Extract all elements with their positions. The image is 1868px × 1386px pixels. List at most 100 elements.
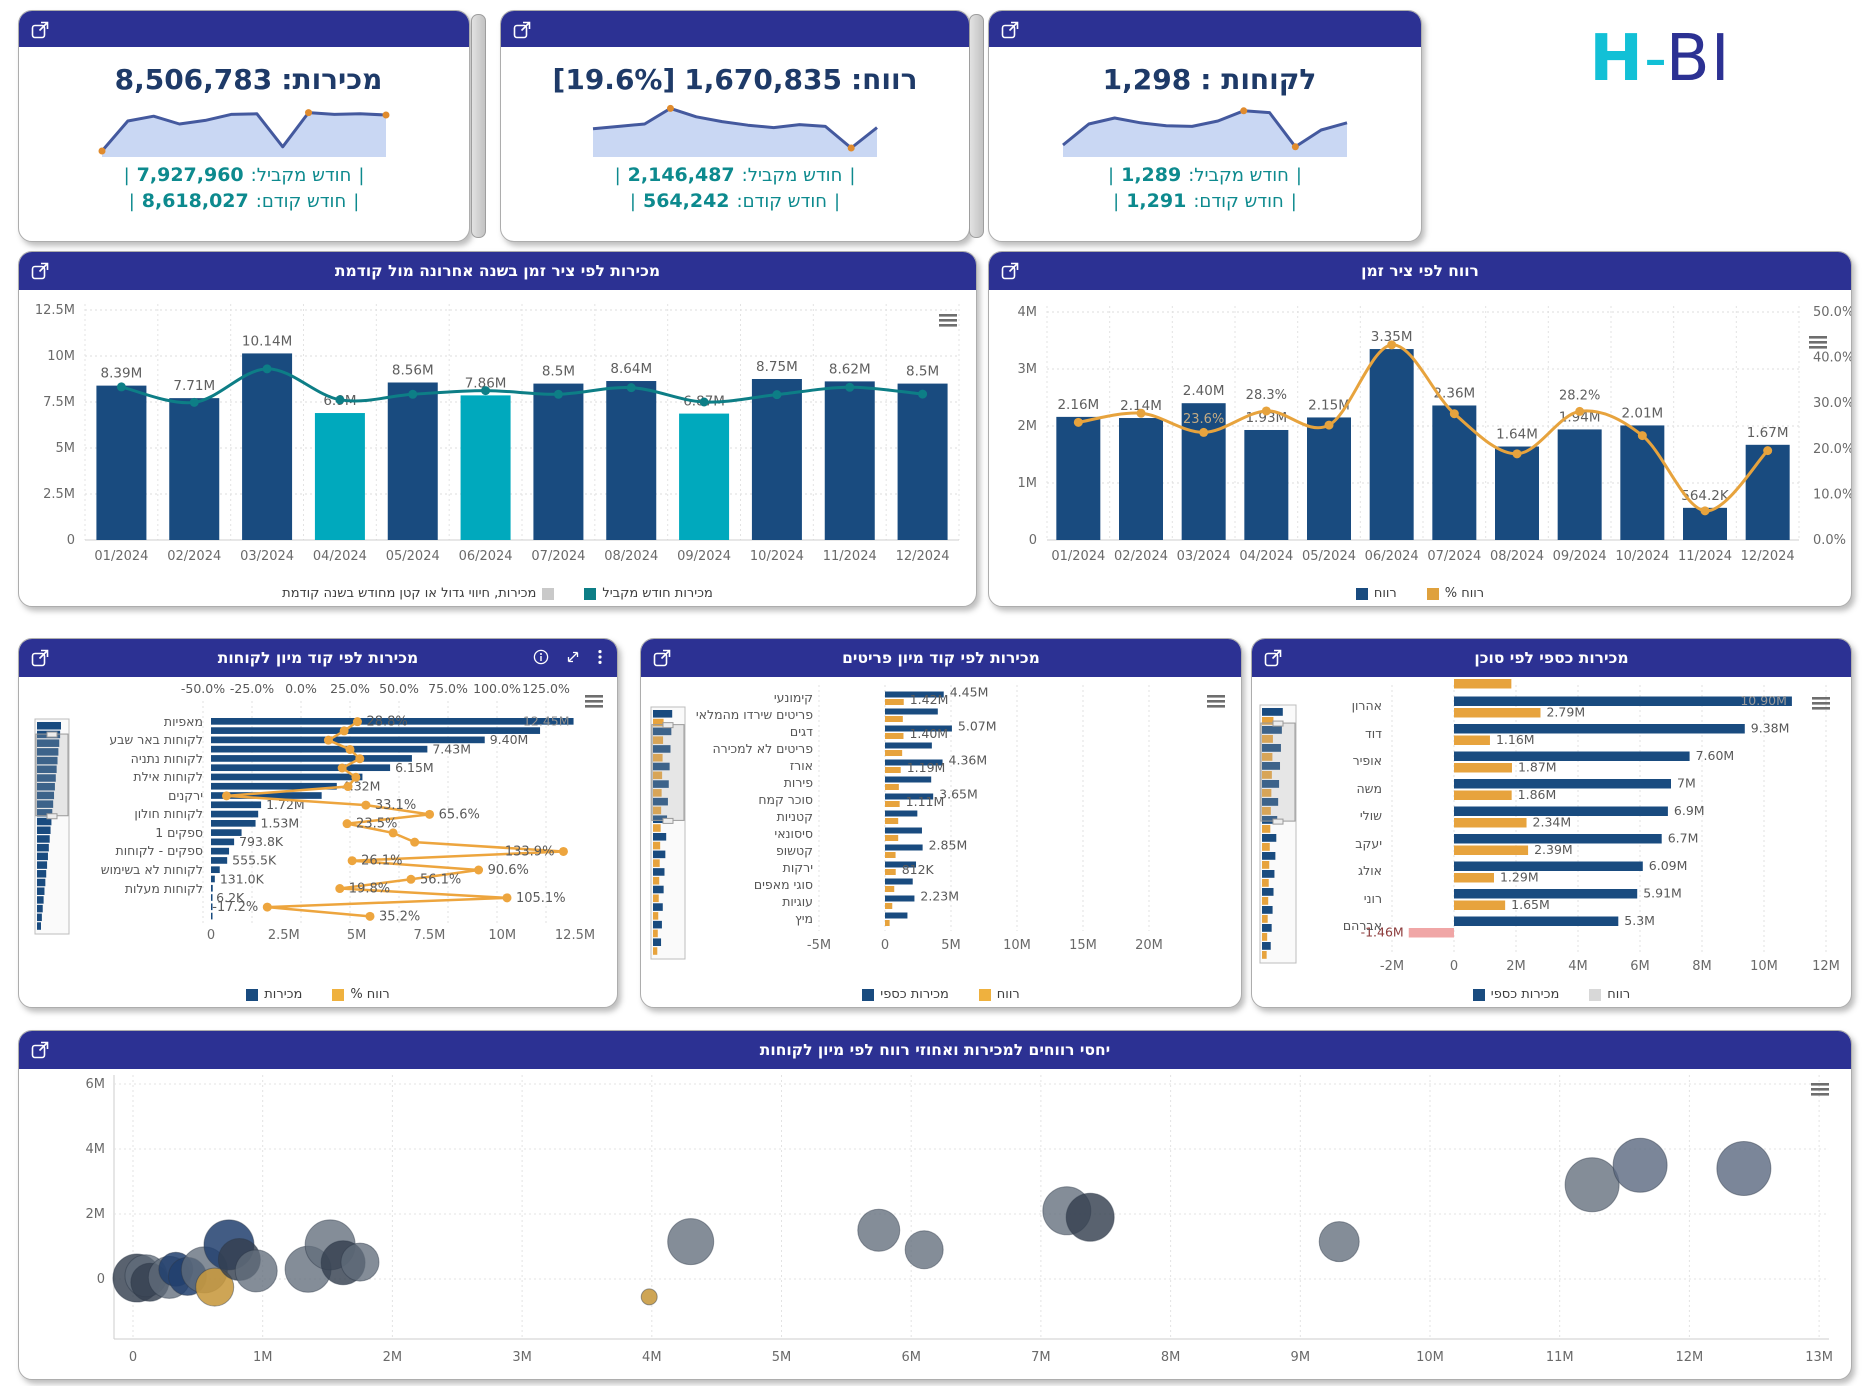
- data-point[interactable]: [1637, 431, 1647, 441]
- bar-profit[interactable]: [885, 750, 903, 756]
- bar[interactable]: [211, 727, 541, 734]
- data-point[interactable]: [189, 397, 199, 407]
- bubble[interactable]: [667, 1218, 715, 1266]
- bar-sales[interactable]: [1454, 696, 1792, 707]
- bubble[interactable]: [340, 1242, 380, 1282]
- data-point[interactable]: [339, 726, 349, 736]
- bubble[interactable]: [1612, 1137, 1668, 1193]
- bar-profit[interactable]: [1454, 790, 1512, 801]
- bar[interactable]: [211, 838, 235, 846]
- data-point[interactable]: [1575, 406, 1585, 416]
- bar[interactable]: [211, 894, 213, 901]
- data-point[interactable]: [351, 772, 361, 782]
- data-point[interactable]: [474, 865, 484, 875]
- bar-profit[interactable]: [1454, 708, 1541, 718]
- bar[interactable]: [1557, 429, 1602, 540]
- bubble[interactable]: [195, 1267, 235, 1307]
- bar-sales[interactable]: [1454, 916, 1619, 927]
- bar[interactable]: [211, 820, 256, 827]
- bar[interactable]: [211, 912, 213, 920]
- minimap-handle[interactable]: [46, 813, 58, 820]
- chart-menu-icon[interactable]: [585, 695, 603, 708]
- bar[interactable]: [387, 382, 438, 540]
- popout-icon[interactable]: [999, 260, 1021, 282]
- data-point[interactable]: [1073, 417, 1083, 427]
- data-point[interactable]: [918, 389, 928, 399]
- data-point[interactable]: [116, 382, 126, 392]
- bar[interactable]: [824, 381, 875, 540]
- data-point[interactable]: [558, 846, 568, 856]
- bubble[interactable]: [640, 1288, 658, 1306]
- bar-sales[interactable]: [885, 895, 915, 902]
- data-point[interactable]: [410, 837, 420, 847]
- bar[interactable]: [211, 866, 220, 874]
- popout-icon[interactable]: [511, 19, 533, 41]
- minimap-scroll-window[interactable]: [1260, 722, 1296, 822]
- data-point[interactable]: [1387, 340, 1397, 350]
- bubble[interactable]: [857, 1208, 901, 1252]
- bar-sales[interactable]: [1454, 889, 1638, 899]
- bar[interactable]: [1495, 446, 1539, 540]
- data-point[interactable]: [343, 782, 353, 792]
- popout-icon[interactable]: [1262, 647, 1284, 669]
- chart-menu-icon[interactable]: [1809, 336, 1827, 349]
- bubble[interactable]: [904, 1230, 944, 1270]
- bar-profit[interactable]: [885, 886, 895, 892]
- data-point[interactable]: [262, 364, 272, 374]
- bar[interactable]: [1056, 416, 1101, 540]
- bar[interactable]: [679, 413, 730, 540]
- bar-profit[interactable]: [885, 716, 903, 722]
- bar-sales[interactable]: [885, 776, 932, 783]
- bar[interactable]: [211, 829, 242, 836]
- bar-profit[interactable]: [1454, 873, 1494, 883]
- data-point[interactable]: [262, 902, 272, 912]
- minimap-handle[interactable]: [1272, 720, 1284, 727]
- bar-sales[interactable]: [885, 742, 932, 749]
- bar-sales[interactable]: [1454, 751, 1690, 762]
- bar-profit[interactable]: [885, 903, 893, 909]
- data-point[interactable]: [1449, 409, 1459, 419]
- legend-item[interactable]: מכירות כספי: [1472, 987, 1559, 1002]
- bar[interactable]: [460, 395, 511, 540]
- data-point[interactable]: [1324, 420, 1334, 430]
- bar-profit[interactable]: [885, 784, 899, 790]
- data-point[interactable]: [1199, 427, 1209, 437]
- bar[interactable]: [242, 353, 293, 540]
- bubble[interactable]: [1318, 1221, 1360, 1263]
- data-point[interactable]: [337, 763, 347, 773]
- chart-menu-icon[interactable]: [1811, 1083, 1829, 1096]
- bar[interactable]: [96, 385, 147, 540]
- minimap-handle[interactable]: [662, 817, 674, 824]
- legend-item[interactable]: מכירות: [246, 987, 302, 1002]
- bar-profit[interactable]: [885, 920, 890, 926]
- bar[interactable]: [1620, 425, 1665, 540]
- data-point[interactable]: [406, 874, 416, 884]
- popout-icon[interactable]: [999, 19, 1021, 41]
- bar-sales[interactable]: [885, 810, 918, 817]
- popout-icon[interactable]: [29, 647, 51, 669]
- bar[interactable]: [211, 884, 213, 892]
- chart-menu-icon[interactable]: [1812, 697, 1830, 710]
- bar-sales[interactable]: [885, 725, 952, 732]
- legend-item[interactable]: מכירות חודש מקביל: [584, 586, 713, 601]
- bar-profit[interactable]: [1454, 763, 1512, 773]
- bar[interactable]: [314, 413, 365, 540]
- legend-item[interactable]: רווח: [978, 987, 1020, 1002]
- bar[interactable]: [533, 383, 584, 540]
- data-point[interactable]: [1136, 408, 1146, 418]
- bar[interactable]: [211, 875, 215, 883]
- data-point[interactable]: [845, 382, 855, 392]
- data-point[interactable]: [1261, 406, 1271, 416]
- bar[interactable]: [211, 792, 322, 799]
- popout-icon[interactable]: [29, 260, 51, 282]
- bar[interactable]: [211, 764, 391, 772]
- bar-profit[interactable]: [885, 835, 899, 841]
- bar[interactable]: [1181, 403, 1226, 540]
- data-point[interactable]: [347, 856, 357, 866]
- bubble[interactable]: [234, 1249, 278, 1293]
- info-icon[interactable]: [533, 649, 549, 669]
- data-point[interactable]: [222, 791, 232, 801]
- bar-sales[interactable]: [885, 759, 943, 766]
- bar-profit-partial[interactable]: [1454, 679, 1512, 689]
- bar[interactable]: [169, 398, 220, 540]
